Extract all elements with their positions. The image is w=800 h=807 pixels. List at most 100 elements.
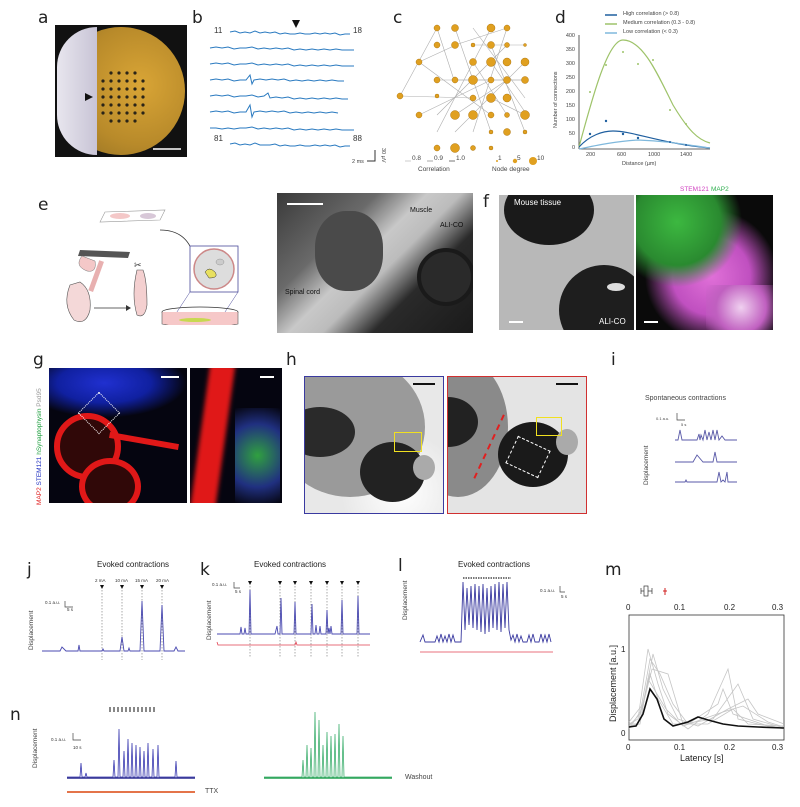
k-title: Evoked contractions (254, 560, 327, 569)
k-scale-time: 5 s (235, 589, 242, 594)
i-scale-time: 5 s (681, 422, 687, 427)
d-ytick: 100 (565, 117, 575, 123)
d-ylabel: Number of connections (553, 71, 559, 128)
j-ylabel: Displacement (28, 610, 35, 650)
panel-label-d: d (555, 8, 566, 28)
panel-label-k: k (200, 560, 210, 580)
label-spinal-cord: Spinal cord (285, 289, 321, 296)
legend-corr-0-9: 0.9 (434, 155, 444, 162)
scale-amp-b: 30 µV (380, 148, 386, 163)
d-ytick: 400 (565, 33, 575, 39)
correlation-network (396, 23, 530, 153)
evoked-trace-k (216, 581, 370, 658)
legend-corr-0-8: 0.8 (412, 155, 422, 162)
stain-stem121: STEM121 (680, 186, 709, 193)
arrowhead-icon (292, 20, 300, 28)
d-ytick: 350 (565, 47, 575, 53)
l-ylabel: Displacement (402, 580, 409, 620)
d-ytick: 0 (571, 145, 575, 151)
roi-box (536, 417, 562, 436)
connections-distance-chart (578, 35, 711, 150)
mea-traces (209, 20, 354, 148)
j-stim-15ma: 15 mA (135, 578, 149, 583)
panel-label-b: b (192, 8, 203, 28)
j-stim-2ma: 2 mA (95, 578, 106, 583)
panel-label-j: j (27, 560, 32, 580)
legend-correlation-title: Correlation (418, 166, 450, 173)
legend-degree-title: Node degree (492, 166, 530, 173)
panel-label-f: f (483, 192, 489, 212)
d-xtick: 1000 (648, 152, 661, 158)
svg-text:✂: ✂ (134, 261, 142, 271)
legend-corr-1-0: 1.0 (456, 155, 466, 162)
m-top-xtick: 0.3 (772, 603, 784, 612)
evoked-trace-l (419, 577, 565, 653)
scale-bar (287, 203, 323, 205)
stain-stem121-g: STEM121 (36, 456, 43, 486)
scale-bar (161, 376, 179, 378)
organoid-after (447, 376, 587, 514)
k-scale-amp: 0.1 a.u. (212, 582, 228, 587)
m-xlabel: Latency [s] (680, 753, 724, 763)
panel-label-c: c (393, 8, 403, 28)
l-title: Evoked contractions (458, 560, 531, 569)
n-scale-time: 10 s (73, 745, 82, 750)
legend-high: High correlation (> 0.8) (623, 11, 680, 17)
scale-bar (644, 321, 658, 323)
organoid-before (304, 376, 444, 514)
legend-low: Low correlation (< 0.3) (623, 29, 678, 35)
panel-label-i: i (611, 350, 616, 370)
j-stim-20ma: 20 mA (156, 578, 170, 583)
m-top-xtick: 0 (626, 603, 631, 612)
legend-degree-1: 1 (498, 155, 502, 162)
k-ylabel: Displacement (206, 600, 213, 640)
legend-d-swatches (605, 14, 617, 34)
d-xlabel: Distance (µm) (622, 161, 657, 167)
g-stain-labels: MAP2 STEM121 hSynaptophysin Psd95 (36, 388, 43, 505)
panel-label-m: m (605, 560, 622, 580)
panel-label-l: l (398, 556, 403, 576)
legend-degree-5: 5 (517, 155, 521, 162)
j-title: Evoked contractions (97, 560, 170, 569)
i-ylabel: Displacement (643, 445, 650, 485)
scale-bar (413, 383, 435, 385)
legend-degree-10: 10 (537, 155, 545, 162)
j-stim-10ma: 10 mA (115, 578, 129, 583)
d-ytick: 250 (565, 75, 575, 81)
d-ytick: 50 (568, 131, 575, 137)
scale-time-b: 2 ms (352, 159, 364, 165)
label-mouse-tissue: Mouse tissue (514, 198, 562, 207)
j-scale-time: 5 s (67, 607, 74, 612)
synapse-stain-overview (49, 368, 187, 503)
washout-label: Washout (405, 774, 433, 781)
d-ytick: 300 (565, 61, 575, 67)
evoked-trace-j (42, 585, 185, 660)
l-scale-amp: 0.1 a.u. (540, 588, 556, 593)
j-scale-amp: 0.1 a.u. (45, 600, 61, 605)
channel-88-label: 88 (353, 134, 362, 143)
stain-map2-g: MAP2 (36, 487, 43, 505)
mouse-tissue-photo: Mouse tissue ALI-CO (499, 195, 634, 330)
channel-81-label: 81 (214, 134, 223, 143)
evoked-trace-n (67, 707, 195, 793)
immunostain-f (636, 195, 773, 330)
label-alico-f: ALI-CO (599, 317, 626, 326)
legend-medium: Medium correlation (0.3 - 0.8) (623, 20, 696, 26)
panel-label-a: a (38, 8, 49, 28)
stain-map2: MAP2 (711, 186, 729, 193)
d-xtick: 1400 (680, 152, 693, 158)
mea-photo (55, 25, 187, 157)
scale-bar-b (367, 150, 376, 162)
scale-bar (556, 383, 578, 385)
spontaneous-traces (675, 413, 737, 483)
electrode-grid (85, 71, 181, 150)
stain-psd95: Psd95 (36, 388, 43, 407)
n-scale-amp: 0.1 a.u. (51, 737, 67, 742)
m-xtick: 0.2 (724, 743, 736, 752)
n-ylabel: Displacement (32, 728, 39, 768)
channel-11-label: 11 (214, 26, 223, 35)
label-muscle: Muscle (410, 207, 433, 214)
m-xtick: 0.1 (674, 743, 686, 752)
stain-hsyn: hSynaptophysin (36, 408, 43, 455)
m-top-xtick: 0.1 (674, 603, 686, 612)
